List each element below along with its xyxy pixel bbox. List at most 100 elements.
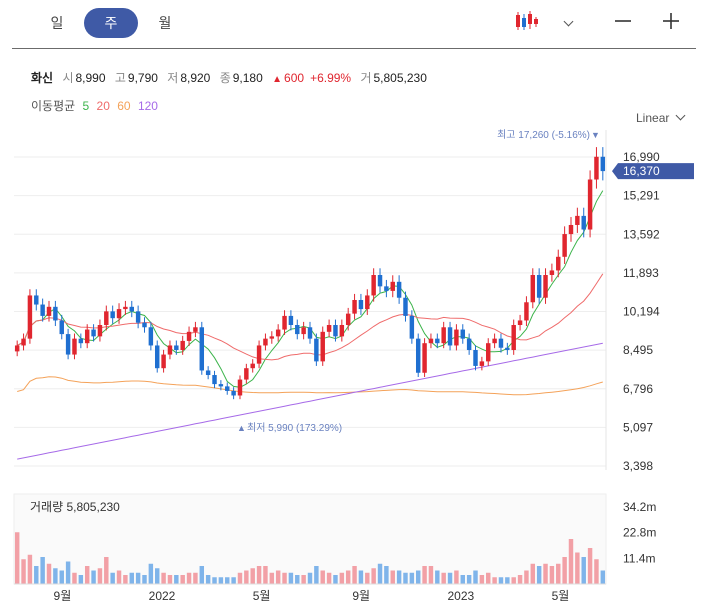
- candle-body: [326, 325, 332, 332]
- volume-bar: [91, 570, 96, 584]
- stock-name: 화신: [31, 71, 54, 85]
- candle-body: [479, 361, 485, 366]
- volume-bar: [447, 572, 453, 584]
- candle-body: [72, 338, 77, 355]
- volume-bar: [384, 566, 389, 584]
- scale-dropdown[interactable]: Linear: [636, 110, 686, 125]
- candle-body: [562, 234, 567, 257]
- candle-body: [549, 270, 555, 275]
- zoom-out-button[interactable]: [608, 6, 638, 36]
- candle-body: [594, 156, 599, 180]
- candle-body: [371, 274, 376, 296]
- volume-title: 거래량 5,805,230: [30, 500, 120, 514]
- candle-body: [167, 345, 173, 355]
- candle-body: [97, 325, 103, 337]
- tab-daily[interactable]: 일: [50, 15, 64, 31]
- candle-body: [225, 386, 230, 391]
- candlestick-icon[interactable]: [512, 6, 542, 36]
- volume-bar: [524, 570, 529, 584]
- volume-bar: [339, 572, 345, 584]
- candle-body: [320, 331, 325, 362]
- volume-bar: [269, 572, 275, 584]
- volume-bar: [441, 572, 446, 584]
- candle-body: [174, 345, 179, 351]
- volume-bar: [390, 570, 395, 584]
- tab-weekly[interactable]: 주: [84, 8, 138, 38]
- candle-body: [161, 354, 166, 369]
- candle-body: [403, 297, 408, 316]
- volume-bar: [358, 570, 364, 584]
- volume-bar: [288, 572, 294, 584]
- price-axis: 16,990 15,291 13,592 11,893 10,194 8,495 6,796…: [623, 150, 660, 473]
- volume-bar: [536, 566, 542, 584]
- price-tick-label: 15,291: [623, 189, 660, 203]
- candle-body: [21, 338, 26, 346]
- scale-label: Linear: [636, 111, 670, 125]
- volume-bar: [600, 570, 606, 584]
- volume-bar: [263, 566, 268, 584]
- candle-body: [314, 338, 319, 362]
- volume-bar: [72, 572, 77, 584]
- candle-body: [59, 320, 64, 335]
- candle-body: [358, 299, 364, 310]
- volume-bar: [14, 532, 20, 584]
- price-tick-label: 8,495: [623, 343, 653, 357]
- candle-body: [27, 295, 33, 339]
- ma5-line: [16, 190, 604, 388]
- volume-tick-label: 11.4m: [623, 551, 655, 565]
- candle-body: [244, 368, 249, 380]
- candle-body: [409, 315, 415, 339]
- zoom-in-button[interactable]: [656, 6, 686, 36]
- volume-bar: [549, 566, 555, 584]
- candle-body: [154, 345, 160, 369]
- plus-icon: [663, 13, 679, 29]
- volume-bar: [466, 575, 472, 584]
- candle-body: [384, 286, 389, 291]
- volume-bar: [581, 557, 586, 584]
- candle-body: [186, 331, 192, 341]
- candle-body: [365, 295, 370, 310]
- volume-bar: [129, 572, 134, 584]
- candle-body: [517, 320, 523, 326]
- candle-body: [486, 343, 491, 362]
- candle-body: [581, 215, 586, 230]
- volume-bar: [250, 568, 255, 584]
- low-label: 저: [167, 71, 179, 85]
- volume-tick-label: 22.8m: [623, 526, 656, 540]
- candle-body: [352, 299, 357, 314]
- volume-bar: [345, 570, 351, 584]
- candle-body: [218, 384, 224, 387]
- candle-body: [269, 336, 275, 339]
- volume-bar: [116, 570, 122, 584]
- ma60-line: [17, 376, 603, 396]
- tab-monthly[interactable]: 월: [158, 15, 172, 31]
- price-tick-label: 16,990: [623, 150, 660, 164]
- candle-body: [282, 315, 287, 330]
- volume-bar: [428, 566, 434, 584]
- candle-body: [135, 311, 141, 323]
- volume-bar: [104, 557, 109, 584]
- ma60-label: 60: [117, 99, 131, 113]
- volume-bar: [454, 570, 459, 584]
- candle-body: [556, 256, 561, 271]
- candle-body: [390, 281, 395, 291]
- volume-bar: [352, 566, 357, 584]
- volume-bar: [492, 577, 497, 584]
- price-tick-label: 6,796: [623, 382, 653, 396]
- open-value: 8,990: [75, 71, 106, 85]
- min-arrow-icon: ▲: [237, 423, 246, 433]
- volume-bar: [231, 577, 236, 584]
- volume-bar: [556, 563, 561, 584]
- volume-bar: [365, 572, 370, 584]
- candle-body: [129, 306, 134, 312]
- candle-body: [142, 322, 147, 328]
- close-label: 종: [219, 71, 231, 85]
- candle-body: [435, 338, 440, 344]
- minus-icon: [615, 20, 631, 22]
- volume-bar: [212, 577, 217, 584]
- volume-bar: [218, 577, 224, 584]
- candle-body: [288, 315, 294, 326]
- close-value: 9,180: [232, 71, 263, 85]
- volume-bar: [256, 566, 262, 584]
